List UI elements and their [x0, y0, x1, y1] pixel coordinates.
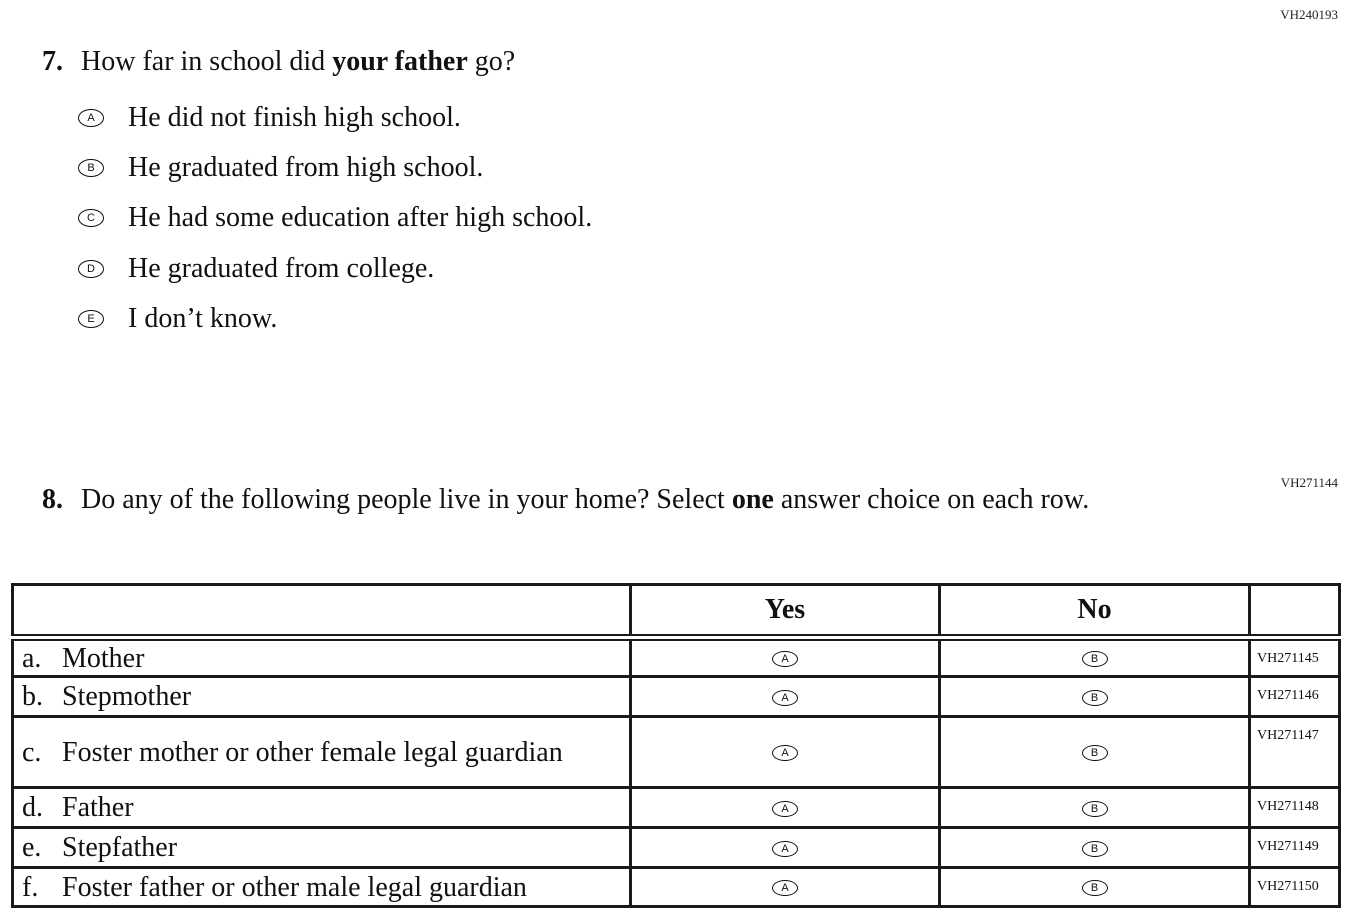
table-row: b. Stepmother A B VH271146 — [11, 675, 1341, 718]
question-text-part: go? — [467, 46, 516, 77]
no-cell: B — [938, 675, 1251, 718]
no-cell: B — [938, 826, 1251, 869]
column-header-no: No — [938, 583, 1251, 641]
answer-grid: Yes No a. Mother A B VH271145 b. Stepmother… — [11, 583, 1341, 908]
yes-bubble-icon[interactable]: A — [772, 800, 798, 817]
yes-bubble-icon[interactable]: A — [772, 651, 798, 667]
answer-option-a[interactable]: A He did not finish high school. — [78, 101, 461, 135]
question-8-code: VH271144 — [1280, 475, 1338, 490]
no-cell: B — [938, 786, 1251, 829]
yes-cell: A — [629, 826, 941, 869]
question-7-text: How far in school did your father go? — [81, 46, 515, 77]
no-bubble-icon[interactable]: B — [1081, 745, 1108, 761]
answer-bubble-icon[interactable]: A — [78, 109, 104, 127]
question-text-part: Do any of the following people live in y… — [81, 484, 732, 515]
blank-header — [11, 583, 632, 641]
yes-bubble-icon[interactable]: A — [772, 689, 798, 706]
row-label: f. Foster father or other male legal guar… — [11, 866, 632, 908]
table-row: a. Mother A B VH271145 — [11, 636, 1341, 678]
question-7-number: 7. — [42, 46, 63, 77]
answer-bubble-icon[interactable]: B — [78, 159, 104, 177]
answer-bubble-icon[interactable]: C — [78, 209, 104, 227]
row-text: Stepfather — [62, 832, 178, 863]
yes-cell: A — [629, 715, 941, 789]
row-letter: e. — [22, 832, 42, 863]
yes-cell: A — [629, 866, 941, 908]
row-text: Foster father or other male legal guardi… — [62, 871, 527, 903]
question-text-part: How far in school did — [81, 46, 333, 77]
row-code: VH271147 — [1248, 715, 1341, 789]
no-bubble-icon[interactable]: B — [1081, 651, 1108, 667]
row-letter: a. — [22, 642, 42, 674]
answer-option-d[interactable]: D He graduated from college. — [78, 252, 434, 286]
answer-option-label: He graduated from high school. — [128, 152, 484, 183]
no-cell: B — [938, 715, 1251, 789]
answer-option-c[interactable]: C He had some education after high school… — [78, 201, 592, 235]
row-code: VH271149 — [1248, 826, 1341, 869]
answer-option-e[interactable]: E I don’t know. — [78, 302, 277, 336]
no-bubble-icon[interactable]: B — [1081, 689, 1108, 706]
question-7-code: VH240193 — [1280, 7, 1338, 22]
code-header — [1248, 583, 1341, 641]
row-text: Father — [62, 792, 134, 823]
question-emphasis: your father — [332, 46, 468, 77]
column-header-yes: Yes — [629, 583, 941, 641]
yes-bubble-icon[interactable]: A — [772, 880, 798, 896]
answer-option-b[interactable]: B He graduated from high school. — [78, 151, 483, 185]
table-row: d. Father A B VH271148 — [11, 786, 1341, 829]
row-letter: d. — [22, 792, 43, 823]
table-row: c. Foster mother or other female legal gu… — [11, 715, 1341, 789]
yes-bubble-icon[interactable]: A — [772, 840, 798, 857]
table-row: e. Stepfather A B VH271149 — [11, 826, 1341, 869]
row-label: d. Father — [11, 786, 632, 829]
question-emphasis: one — [731, 484, 774, 515]
row-letter: b. — [22, 681, 43, 712]
no-bubble-icon[interactable]: B — [1081, 840, 1108, 857]
answer-bubble-icon[interactable]: D — [78, 260, 104, 278]
answer-option-label: He did not finish high school. — [128, 102, 461, 133]
no-bubble-icon[interactable]: B — [1081, 880, 1108, 896]
answer-option-label: He graduated from college. — [128, 253, 435, 284]
question-8-text: Do any of the following people live in y… — [81, 484, 1181, 515]
row-label: b. Stepmother — [11, 675, 632, 718]
row-code: VH271145 — [1248, 636, 1341, 678]
answer-option-label: I don’t know. — [128, 303, 278, 334]
table-row: f. Foster father or other male legal guar… — [11, 866, 1341, 908]
row-code: VH271148 — [1248, 786, 1341, 829]
yes-cell: A — [629, 786, 941, 829]
row-text: Foster mother or other female legal guar… — [62, 736, 563, 768]
answer-bubble-icon[interactable]: E — [78, 310, 104, 328]
question-8-number: 8. — [42, 484, 63, 515]
question-text-part: answer choice on each row. — [773, 484, 1090, 515]
no-bubble-icon[interactable]: B — [1081, 800, 1108, 817]
yes-cell: A — [629, 675, 941, 718]
no-cell: B — [938, 636, 1251, 678]
row-label: e. Stepfather — [11, 826, 632, 869]
yes-cell: A — [629, 636, 941, 678]
row-code: VH271146 — [1248, 675, 1341, 718]
answer-option-label: He had some education after high school. — [128, 202, 593, 233]
row-label: a. Mother — [11, 636, 632, 678]
row-text: Mother — [62, 642, 145, 674]
row-letter: c. — [22, 736, 42, 768]
yes-bubble-icon[interactable]: A — [772, 745, 798, 761]
row-text: Stepmother — [62, 681, 192, 712]
row-letter: f. — [22, 871, 39, 903]
row-code: VH271150 — [1248, 866, 1341, 908]
row-label: c. Foster mother or other female legal gu… — [11, 715, 632, 789]
no-cell: B — [938, 866, 1251, 908]
